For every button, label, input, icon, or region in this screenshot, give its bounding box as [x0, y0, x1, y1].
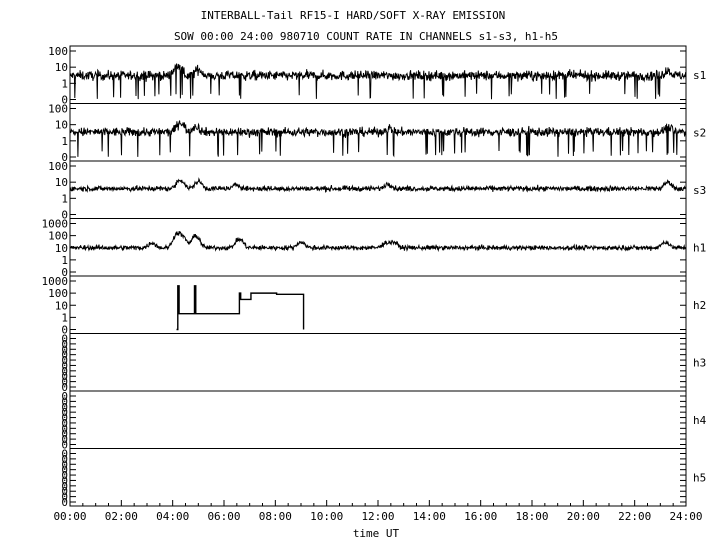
y-tick-label: 10: [55, 61, 68, 74]
y-tick-label: 0: [61, 474, 68, 487]
chart-subtitle: SOW 00:00 24:00 980710 COUNT RATE IN CHA…: [174, 30, 558, 43]
y-tick-label: 100: [48, 160, 68, 173]
y-tick-label: 10: [55, 242, 68, 255]
y-tick-label: 10: [55, 119, 68, 132]
x-tick-label: 12:00: [361, 510, 394, 523]
x-tick-label: 00:00: [53, 510, 86, 523]
y-tick-label: 0: [61, 151, 68, 164]
y-tick-label: 0: [61, 390, 68, 403]
panel-label-h4: h4: [693, 414, 707, 427]
y-tick-label: 0: [61, 453, 68, 466]
x-axis: 00:00 02:00 04:00 06:00 08:00 10:00 12:00 14:00…: [53, 500, 703, 523]
x-tick-label: 02:00: [105, 510, 138, 523]
y-tick-label: 100: [48, 45, 68, 58]
panel-frame: [69, 275, 687, 334]
y-tick-label: 100: [48, 287, 68, 300]
y-tick-label: 10: [55, 299, 68, 312]
y-tick-label: 1: [61, 311, 68, 324]
x-tick-label: 24:00: [669, 510, 702, 523]
y-tick-label: 0: [61, 464, 68, 477]
panel-label-h5: h5: [693, 471, 706, 484]
panel-label-s3: s3: [693, 184, 706, 197]
y-tick-label: 0: [61, 338, 68, 351]
panel-label-h3: h3: [693, 356, 706, 369]
y-tick-label: 1: [61, 254, 68, 267]
x-tick-label: 04:00: [156, 510, 189, 523]
y-tick-label: 0: [61, 448, 68, 461]
panels-group: 1001010s11001010s21001010s310001001010h1…: [42, 45, 707, 509]
y-tick-label: 0: [61, 395, 68, 408]
y-tick-label: 0: [61, 480, 68, 493]
y-tick-label: 0: [61, 349, 68, 362]
y-tick-label: 1: [61, 77, 68, 90]
panel-label-h1: h1: [693, 241, 706, 254]
y-tick-label: 100: [48, 230, 68, 243]
y-tick-label: 0: [61, 365, 68, 378]
y-tick-label: 0: [61, 401, 68, 414]
panel-frame: [69, 390, 687, 449]
y-tick-label: 0: [61, 376, 68, 389]
y-tick-label: 0: [61, 422, 68, 435]
y-tick-label: 0: [61, 406, 68, 419]
series-line-s2: [69, 120, 687, 158]
panel-label-h2: h2: [693, 299, 706, 312]
x-tick-label: 06:00: [207, 510, 240, 523]
y-tick-label: 0: [61, 433, 68, 446]
y-tick-label: 0: [61, 417, 68, 430]
x-tick-label: 16:00: [464, 510, 497, 523]
y-tick-label: 0: [61, 324, 68, 337]
y-tick-label: 0: [61, 496, 68, 509]
y-tick-label: 0: [61, 370, 68, 383]
y-tick-label: 0: [61, 428, 68, 441]
series-line-h2: [176, 285, 305, 331]
y-tick-label: 0: [61, 209, 68, 222]
y-tick-label: 1000: [42, 275, 69, 288]
y-tick-label: 0: [61, 343, 68, 356]
y-tick-label: 10: [55, 176, 68, 189]
series-line-s1: [69, 63, 687, 100]
x-tick-label: 18:00: [515, 510, 548, 523]
y-tick-label: 1: [61, 135, 68, 148]
y-tick-label: 0: [61, 333, 68, 346]
y-tick-label: 0: [61, 94, 68, 107]
y-tick-label: 0: [61, 439, 68, 452]
panel-label-s2: s2: [693, 126, 706, 139]
y-tick-label: 0: [61, 266, 68, 279]
x-tick-label: 20:00: [567, 510, 600, 523]
x-tick-label: 08:00: [259, 510, 292, 523]
y-tick-label: 0: [61, 381, 68, 394]
y-tick-label: 0: [61, 469, 68, 482]
y-tick-label: 0: [61, 491, 68, 504]
x-axis-label: time UT: [353, 527, 400, 540]
y-tick-label: 100: [48, 103, 68, 116]
x-tick-label: 22:00: [618, 510, 651, 523]
series-line-s3: [69, 177, 687, 194]
y-tick-label: 0: [61, 412, 68, 425]
y-tick-label: 1: [61, 192, 68, 205]
panel-frame: [69, 448, 687, 507]
y-tick-label: 0: [61, 485, 68, 498]
series-line-h1: [69, 231, 687, 253]
panel-label-s1: s1: [693, 69, 706, 82]
chart-title: INTERBALL-Tail RF15-I HARD/SOFT X-RAY EM…: [201, 9, 506, 22]
panel-frame: [69, 333, 687, 392]
y-tick-label: 0: [61, 359, 68, 372]
y-tick-label: 0: [61, 458, 68, 471]
y-tick-label: 1000: [42, 218, 69, 231]
x-tick-label: 14:00: [413, 510, 446, 523]
y-tick-label: 0: [61, 354, 68, 367]
x-tick-label: 10:00: [310, 510, 343, 523]
